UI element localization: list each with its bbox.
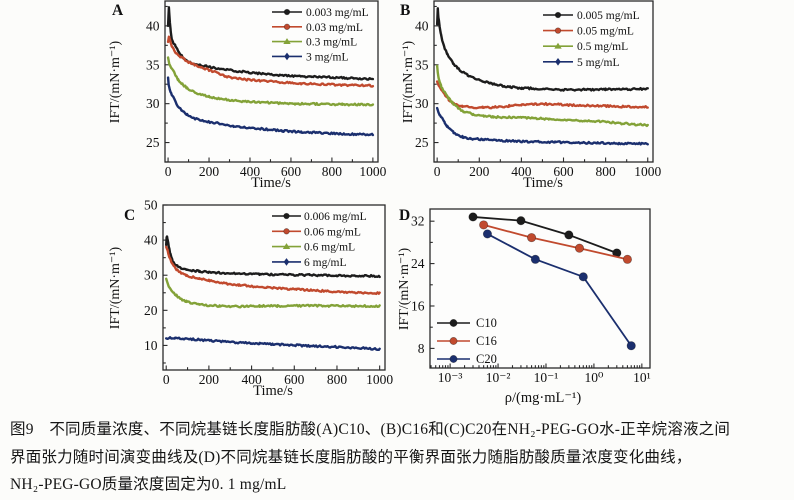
panel-a-chart: 0 200 400 600 800 1000 25 30 35 40 0.003 mg/mL 0.03… [108, 0, 387, 191]
figure-9-panels: 0 200 400 600 800 1000 25 30 35 40 0.003 mg/mL 0.03… [108, 0, 661, 406]
svg-text:30: 30 [146, 96, 160, 111]
svg-text:1000: 1000 [359, 164, 386, 179]
svg-text:800: 800 [322, 164, 343, 179]
svg-text:8: 8 [418, 341, 425, 356]
svg-text:10⁰: 10⁰ [584, 370, 604, 385]
svg-text:400: 400 [241, 372, 262, 387]
svg-text:0.06 mg/mL: 0.06 mg/mL [304, 226, 361, 238]
svg-text:35: 35 [415, 57, 429, 72]
panel-b-chart: 0 200 400 600 800 1000 25 30 35 40 0.005 mg/mL 0.05… [400, 0, 661, 191]
svg-text:0.5 mg/mL: 0.5 mg/mL [577, 41, 628, 53]
svg-text:5 mg/mL: 5 mg/mL [577, 57, 620, 69]
caption-line-3: NH₂-PEG-GO质量浓度固定为0. 1 mg/mL [10, 476, 287, 493]
svg-text:32: 32 [411, 214, 425, 229]
svg-text:25: 25 [415, 135, 429, 150]
svg-text:B: B [400, 2, 410, 19]
svg-text:C10: C10 [476, 316, 497, 330]
svg-text:IFT/(mN·m⁻¹): IFT/(mN·m⁻¹) [401, 40, 416, 123]
svg-text:200: 200 [469, 164, 490, 179]
svg-text:Time/s: Time/s [253, 383, 293, 399]
svg-text:0: 0 [163, 372, 170, 387]
svg-text:20: 20 [144, 303, 158, 318]
svg-text:6 mg/mL: 6 mg/mL [304, 257, 347, 269]
svg-text:24: 24 [411, 256, 425, 271]
svg-text:ρ/(mg·mL⁻¹): ρ/(mg·mL⁻¹) [505, 390, 582, 406]
svg-text:30: 30 [415, 96, 429, 111]
svg-text:25: 25 [146, 135, 160, 150]
svg-text:0.05 mg/mL: 0.05 mg/mL [577, 26, 634, 38]
svg-text:10: 10 [144, 338, 158, 353]
svg-text:C20: C20 [476, 352, 497, 366]
svg-text:0.3 mg/mL: 0.3 mg/mL [306, 37, 357, 49]
svg-text:D: D [399, 207, 410, 224]
svg-text:IFT/(mN·m⁻¹): IFT/(mN·m⁻¹) [108, 40, 123, 123]
svg-text:35: 35 [146, 57, 160, 72]
svg-text:400: 400 [511, 164, 532, 179]
svg-text:40: 40 [144, 233, 158, 248]
svg-text:0.005 mg/mL: 0.005 mg/mL [577, 10, 640, 22]
svg-text:600: 600 [284, 372, 305, 387]
svg-text:30: 30 [144, 268, 158, 283]
svg-text:0.6 mg/mL: 0.6 mg/mL [304, 242, 355, 254]
svg-text:IFT/(mN·m⁻¹): IFT/(mN·m⁻¹) [108, 246, 123, 329]
panel-c-chart: 0 200 400 600 800 1000 10 20 30 40 50 0.006 mg/mL 0.… [108, 198, 393, 400]
svg-text:800: 800 [327, 372, 348, 387]
svg-text:0: 0 [434, 164, 441, 179]
panel-d-chart: 10⁻³ 10⁻² 10⁻¹ 10⁰ 10¹ 8 16 24 32 C10 C16 C20 Dρ/(mg… [397, 207, 651, 406]
svg-text:1000: 1000 [634, 164, 661, 179]
svg-text:0: 0 [165, 164, 172, 179]
svg-text:3 mg/mL: 3 mg/mL [306, 51, 349, 63]
svg-text:C: C [124, 207, 135, 224]
caption-line-2: 界面张力随时间演变曲线及(D)不同烷基链长度脂肪酸的平衡界面张力随脂肪酸质量浓度… [10, 448, 692, 466]
svg-text:0.006 mg/mL: 0.006 mg/mL [304, 211, 367, 223]
svg-text:50: 50 [144, 198, 158, 213]
svg-text:600: 600 [281, 164, 302, 179]
svg-text:40: 40 [146, 18, 160, 33]
svg-text:400: 400 [240, 164, 261, 179]
svg-text:800: 800 [595, 164, 616, 179]
svg-text:16: 16 [411, 298, 425, 313]
svg-text:200: 200 [199, 164, 220, 179]
svg-text:10⁻²: 10⁻² [486, 370, 511, 385]
svg-text:10¹: 10¹ [633, 370, 651, 385]
figure-caption: 图9 不同质量浓度、不同烷基链长度脂肪酸(A)C10、(B)C16和(C)C20… [10, 416, 790, 499]
svg-text:1000: 1000 [366, 372, 393, 387]
svg-text:10⁻³: 10⁻³ [438, 370, 463, 385]
svg-text:Time/s: Time/s [523, 175, 563, 191]
svg-text:200: 200 [199, 372, 220, 387]
svg-text:Time/s: Time/s [251, 175, 291, 191]
svg-text:10⁻¹: 10⁻¹ [534, 370, 559, 385]
svg-text:40: 40 [415, 18, 429, 33]
svg-text:IFT/(mN·m⁻¹): IFT/(mN·m⁻¹) [397, 247, 412, 330]
svg-text:600: 600 [553, 164, 574, 179]
svg-text:C16: C16 [476, 334, 497, 348]
svg-text:A: A [112, 2, 124, 19]
svg-text:0.03 mg/mL: 0.03 mg/mL [306, 22, 363, 34]
svg-text:0.003 mg/mL: 0.003 mg/mL [306, 7, 369, 19]
caption-line-1: 图9 不同质量浓度、不同烷基链长度脂肪酸(A)C10、(B)C16和(C)C20… [10, 421, 731, 438]
